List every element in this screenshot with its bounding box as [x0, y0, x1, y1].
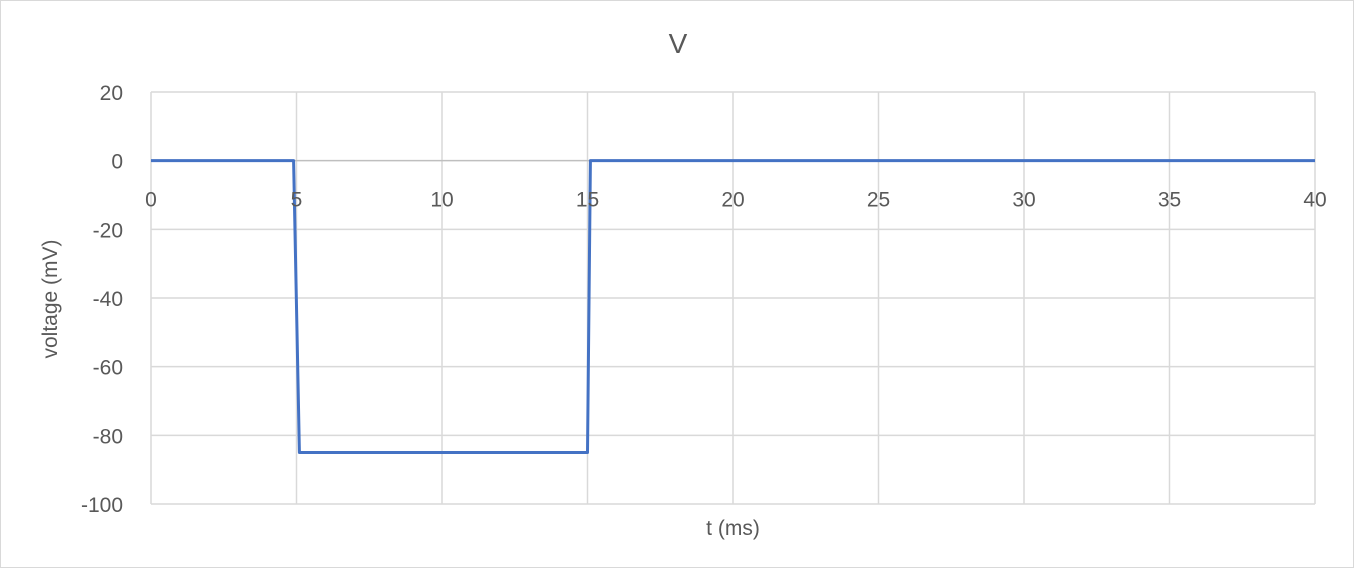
y-tick-label-2: -20	[93, 219, 123, 242]
x-axis-title: t (ms)	[706, 517, 760, 540]
x-tick-label-8: 40	[1303, 189, 1326, 212]
x-tick-label-2: 10	[430, 189, 453, 212]
y-tick-label-6: -100	[81, 494, 123, 517]
y-axis-title: voltage (mV)	[39, 239, 62, 358]
x-tick-label-6: 30	[1012, 189, 1035, 212]
x-tick-label-5: 25	[867, 189, 890, 212]
gridlines	[150, 91, 1316, 505]
x-tick-label-1: 5	[291, 189, 303, 212]
x-tick-label-7: 35	[1158, 189, 1181, 212]
y-tick-label-3: -40	[93, 288, 123, 311]
x-tick-label-3: 15	[576, 189, 599, 212]
x-tick-label-0: 0	[145, 189, 157, 212]
y-tick-label-0: 20	[100, 82, 123, 105]
x-tick-label-4: 20	[721, 189, 744, 212]
y-tick-label-4: -60	[93, 357, 123, 380]
chart-title: V	[669, 28, 688, 59]
series-layer	[151, 159, 1315, 454]
y-tick-label-1: 0	[111, 151, 123, 174]
series-line-0	[151, 159, 1315, 454]
y-tick-label-5: -80	[93, 425, 123, 448]
tick-labels: 0 5 10 15 20 25 30 35 40 20 0 -20 -40 -60 -80 -100	[81, 82, 1327, 517]
